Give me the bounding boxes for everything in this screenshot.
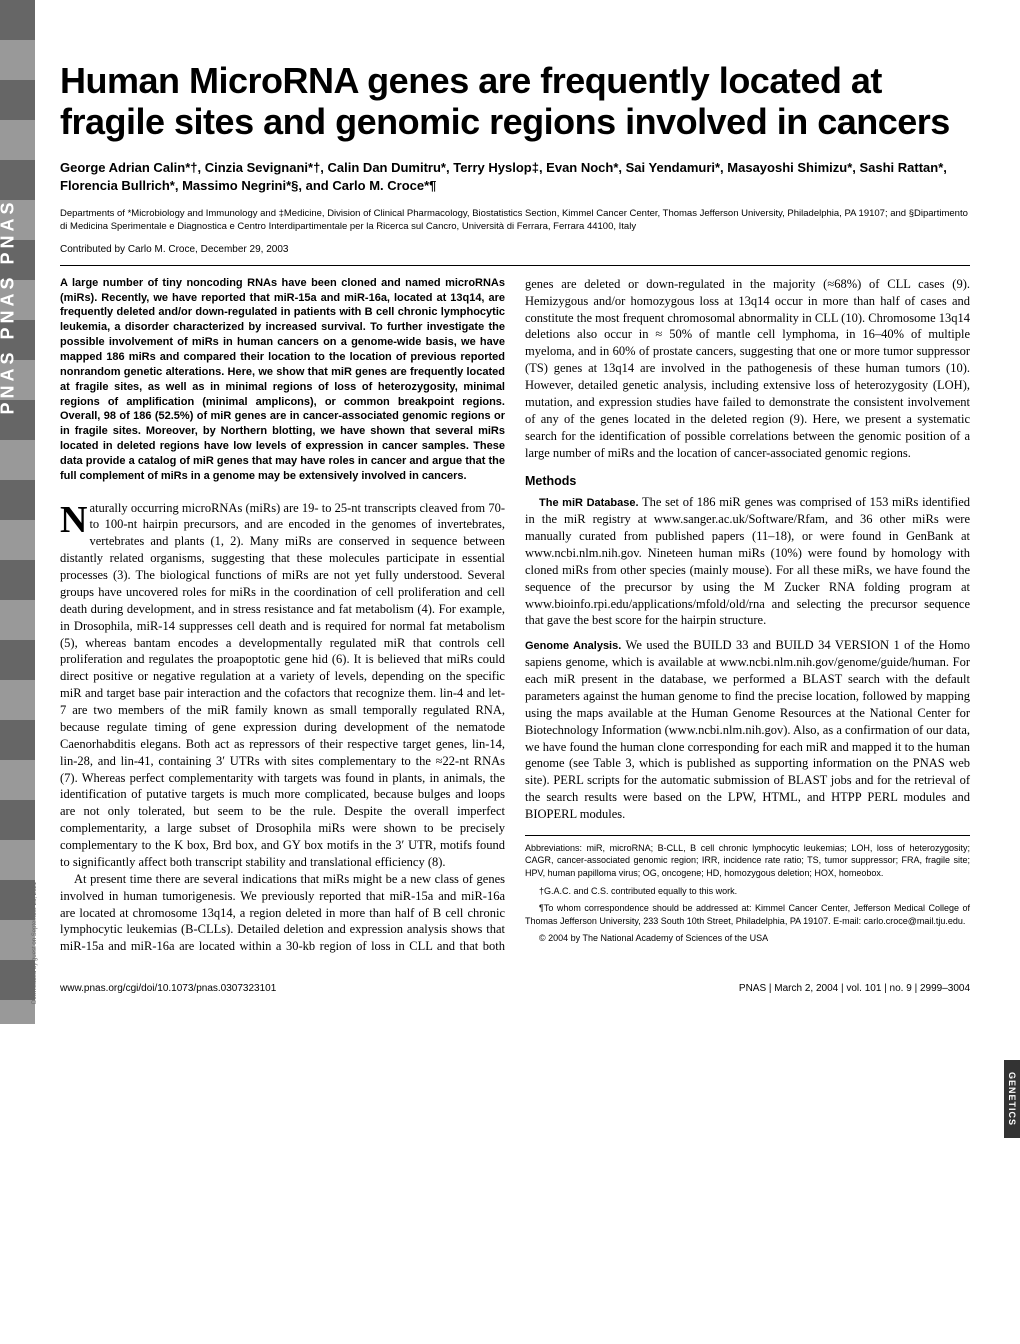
article-page: Human MicroRNA genes are frequently loca…: [0, 0, 1020, 1024]
intro-paragraph-1: Naturally occurring microRNAs (miRs) are…: [60, 500, 505, 871]
dropcap: N: [60, 500, 89, 536]
methods-subheading-1: The miR Database.: [539, 497, 639, 509]
contributed-line: Contributed by Carlo M. Croce, December …: [60, 244, 970, 255]
methods-subheading-2: Genome Analysis.: [525, 640, 621, 652]
footer-doi: www.pnas.org/cgi/doi/10.1073/pnas.030732…: [60, 983, 276, 994]
section-tab: GENETICS: [1004, 1060, 1020, 1138]
affiliations: Departments of *Microbiology and Immunol…: [60, 207, 970, 234]
footnote-copyright: © 2004 by The National Academy of Scienc…: [525, 932, 970, 945]
page-footer: www.pnas.org/cgi/doi/10.1073/pnas.030732…: [60, 975, 970, 994]
title-rule: [60, 265, 970, 266]
methods-paragraph-2: Genome Analysis. We used the BUILD 33 an…: [525, 637, 970, 823]
methods-heading: Methods: [525, 473, 970, 490]
methods-p1-text: The set of 186 miR genes was comprised o…: [525, 495, 970, 627]
footnotes-block: Abbreviations: miR, microRNA; B-CLL, B c…: [525, 835, 970, 945]
footer-citation: PNAS | March 2, 2004 | vol. 101 | no. 9 …: [739, 983, 970, 994]
methods-p2-text: We used the BUILD 33 and BUILD 34 VERSIO…: [525, 638, 970, 821]
two-column-body: A large number of tiny noncoding RNAs ha…: [60, 276, 970, 955]
article-title: Human MicroRNA genes are frequently loca…: [60, 60, 970, 143]
footnote-correspondence: ¶To whom correspondence should be addres…: [525, 902, 970, 927]
author-list: George Adrian Calin*†, Cinzia Sevignani*…: [60, 159, 970, 195]
footnote-abbreviations: Abbreviations: miR, microRNA; B-CLL, B c…: [525, 842, 970, 880]
methods-paragraph-1: The miR Database. The set of 186 miR gen…: [525, 494, 970, 629]
intro-p1-text: aturally occurring microRNAs (miRs) are …: [60, 501, 505, 869]
abstract-text: A large number of tiny noncoding RNAs ha…: [60, 276, 505, 484]
download-note: Downloaded by guest on September 25, 202…: [32, 882, 38, 1004]
footnote-equal-contribution: †G.A.C. and C.S. contributed equally to …: [525, 885, 970, 898]
